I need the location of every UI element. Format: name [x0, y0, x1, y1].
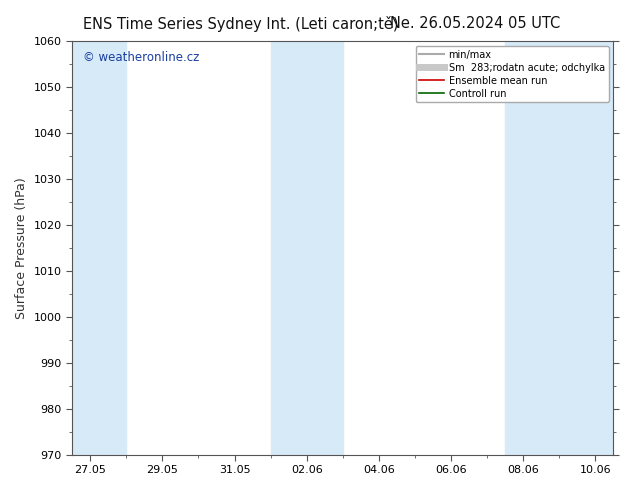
Bar	[72, 41, 126, 455]
Text: Ne. 26.05.2024 05 UTC: Ne. 26.05.2024 05 UTC	[391, 16, 560, 31]
Text: © weatheronline.cz: © weatheronline.cz	[83, 51, 199, 64]
Y-axis label: Surface Pressure (hPa): Surface Pressure (hPa)	[15, 177, 28, 318]
Bar	[271, 41, 343, 455]
Text: ENS Time Series Sydney Int. (Leti caron;tě): ENS Time Series Sydney Int. (Leti caron;…	[83, 16, 399, 32]
Bar	[505, 41, 614, 455]
Legend: min/max, Sm  283;rodatn acute; odchylka, Ensemble mean run, Controll run: min/max, Sm 283;rodatn acute; odchylka, …	[415, 46, 609, 102]
